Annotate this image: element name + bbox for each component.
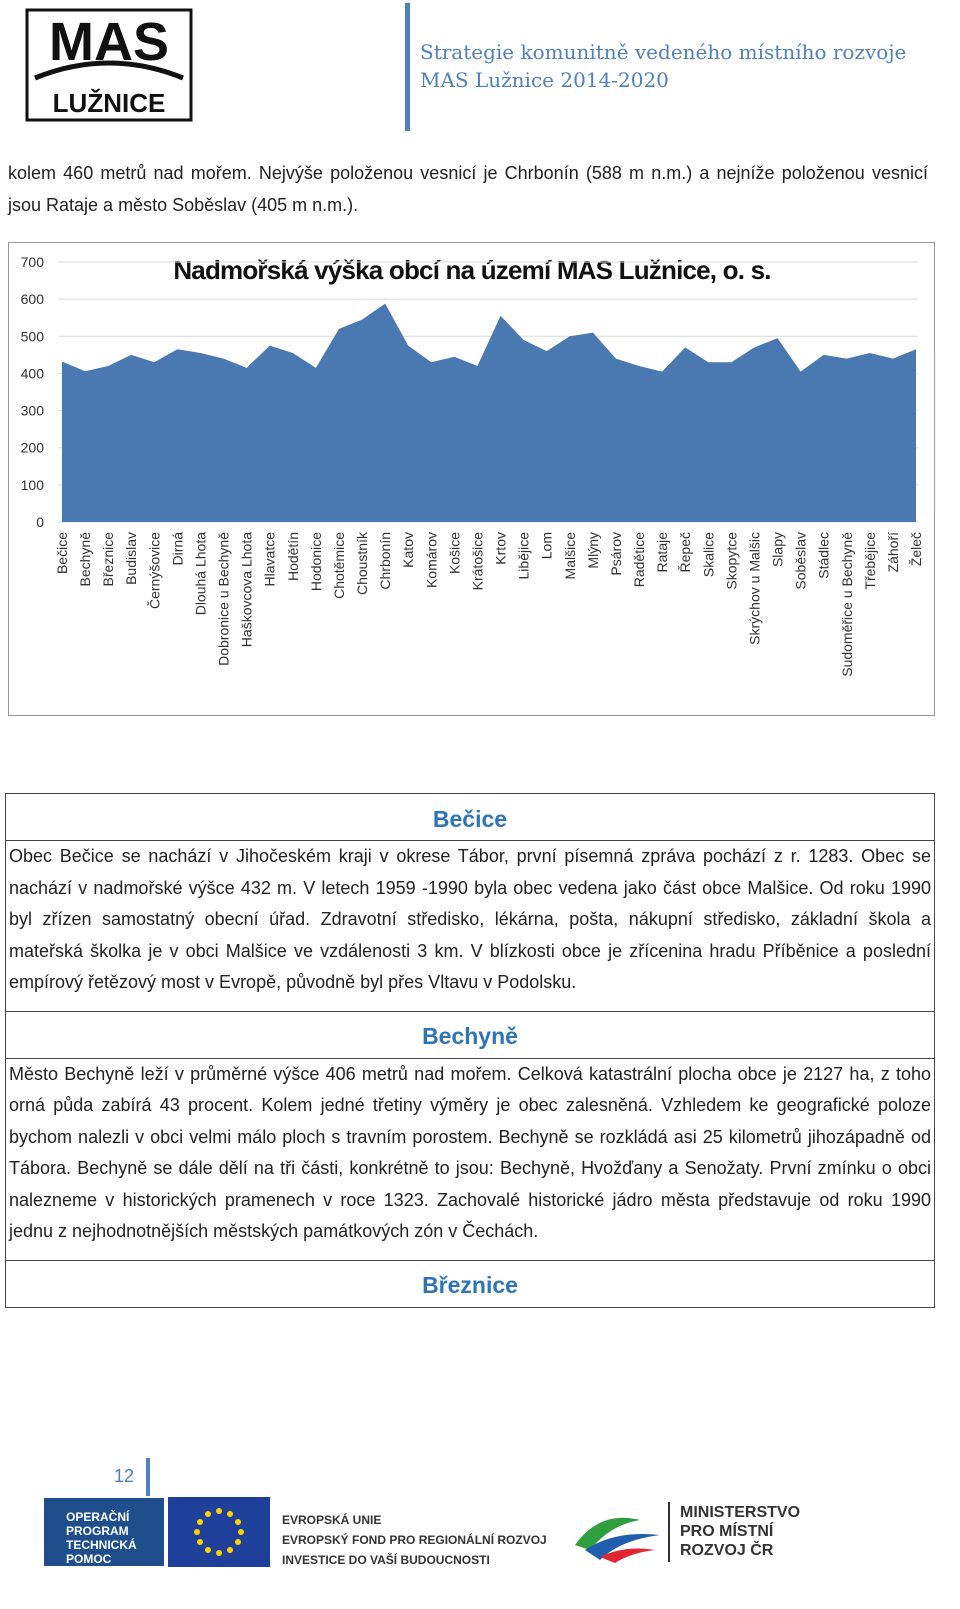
x-tick-label: Dobronice u Bechyně: [216, 532, 232, 666]
eu-line: INVESTICE DO VAŠÍ BUDOUCNOSTI: [282, 1553, 490, 1567]
x-tick-label: Krtov: [493, 532, 509, 565]
x-tick-label: Záhoří: [885, 532, 901, 573]
mmr-line: ROZVOJ ČR: [680, 1542, 774, 1559]
y-tick-label: 700: [21, 254, 45, 270]
y-tick-label: 600: [21, 291, 45, 307]
eu-flag: [168, 1497, 270, 1567]
x-tick-label: Řepeč: [677, 532, 693, 572]
optp-line: OPERAČNÍ: [66, 1510, 130, 1524]
page-number: 12: [114, 1466, 135, 1486]
x-tick-label: Komárov: [423, 532, 439, 588]
x-tick-label: Katov: [400, 532, 416, 568]
x-tick-label: Hodonice: [308, 532, 324, 591]
x-tick-label: Soběslav: [793, 532, 809, 590]
logo-swoosh: [575, 1517, 640, 1550]
section-title: Bečice: [5, 793, 935, 841]
optp-logo: OPERAČNÍ PROGRAM TECHNICKÁ POMOC: [66, 1510, 137, 1566]
chart-title: Nadmořská výška obcí na území MAS Lužnic…: [173, 255, 770, 285]
x-tick-label: Slapy: [770, 532, 786, 567]
y-tick-label: 500: [21, 328, 45, 344]
x-tick-label: Březnice: [100, 532, 116, 587]
x-tick-label: Skrýchov u Malšic: [746, 532, 762, 645]
cr-logo: [575, 1517, 660, 1563]
optp-line: PROGRAM: [66, 1524, 129, 1538]
x-tick-label: Hlavatce: [262, 532, 278, 587]
section-title: Březnice: [5, 1259, 935, 1308]
x-tick-label: Skopytce: [723, 532, 739, 590]
x-tick-label: Mlýny: [585, 532, 601, 569]
section-text-row: Město Bechyně leží v průměrné výšce 406 …: [5, 1057, 935, 1261]
mmr-bar: [668, 1502, 670, 1562]
optp-line: TECHNICKÁ: [66, 1538, 137, 1552]
x-tick-label: Chrbonín: [377, 532, 393, 590]
x-tick-label: Psárov: [608, 532, 624, 576]
x-tick-label: Rataje: [654, 532, 670, 573]
eu-line: EVROPSKÝ FOND PRO REGIONÁLNÍ ROZVOJ: [282, 1533, 547, 1547]
sections-table: Bečice Obec Bečice se nachází v Jihočeské…: [5, 793, 935, 1308]
x-tick-label: Stádlec: [816, 532, 832, 579]
x-tick-label: Sudoměřice u Bechyně: [839, 532, 855, 677]
section-text-row: Obec Bečice se nachází v Jihočeském kraj…: [5, 840, 935, 1012]
x-tick-label: Bechyně: [77, 532, 93, 587]
header-title: Strategie komunitně vedeného místního ro…: [420, 38, 906, 94]
x-tick-label: Haškovcova Lhota: [239, 532, 255, 647]
section-title-row: Bečice: [5, 793, 935, 841]
x-tick-label: Hodětín: [285, 532, 301, 581]
x-tick-label: Skalice: [700, 532, 716, 577]
logo-swoosh: [600, 1548, 655, 1563]
mmr-text: MINISTERSTVO PRO MÍSTNÍ ROZVOJ ČR: [680, 1503, 800, 1560]
section-text: Město Bechyně leží v průměrné výšce 406 …: [5, 1057, 935, 1261]
section-title-row: Bechyně: [5, 1010, 935, 1059]
x-tick-label: Libějice: [516, 532, 532, 580]
section-text: Obec Bečice se nachází v Jihočeském kraj…: [5, 840, 935, 1012]
x-tick-label: Dirná: [169, 532, 185, 566]
header-line: Strategie komunitně vedeného místního ro…: [420, 40, 907, 64]
flag-field: [168, 1497, 270, 1567]
x-tick-label: Krátošice: [469, 532, 485, 591]
optp-line: POMOC: [66, 1552, 112, 1566]
logo-luznice: LUŽNICE: [53, 88, 166, 118]
optp-logo-bg: [44, 1498, 164, 1566]
x-tick-label: Malšice: [562, 532, 578, 580]
mmr-line: MINISTERSTVO: [680, 1504, 801, 1521]
eu-line: EVROPSKÁ UNIE: [282, 1513, 382, 1527]
x-tick-label: Dlouhá Lhota: [192, 532, 208, 616]
x-tick-label: Třebějice: [862, 532, 878, 590]
section-title: Bechyně: [5, 1010, 935, 1059]
flag-stars: [194, 1508, 244, 1556]
header-bar: [405, 3, 410, 131]
x-tick-label: Chotěmice: [331, 532, 347, 599]
x-tick-label: Želeč: [908, 532, 924, 566]
mmr-line: PRO MÍSTNÍ: [680, 1523, 774, 1540]
y-tick-label: 0: [36, 514, 44, 530]
chart: Nadmořská výška obcí na území MAS Lužnic…: [8, 242, 935, 716]
x-tick-label: Košice: [446, 532, 462, 574]
x-tick-label: Budislav: [123, 532, 139, 585]
sections-body: Bečice Obec Bečice se nachází v Jihočeské…: [5, 793, 935, 1308]
x-tick-label: Lom: [539, 532, 555, 559]
eu-text: EVROPSKÁ UNIE EVROPSKÝ FOND PRO REGIONÁL…: [282, 1510, 547, 1570]
logo-swoosh: [585, 1534, 660, 1560]
y-tick-label: 100: [21, 477, 45, 493]
y-tick-label: 400: [21, 365, 45, 381]
y-tick-label: 200: [21, 440, 45, 456]
mas-logo: MAS LUŽNICE: [25, 8, 193, 122]
intro-paragraph: kolem 460 metrů nad mořem. Nejvýše polož…: [8, 163, 928, 215]
section-title-row: Březnice: [5, 1259, 935, 1308]
x-tick-label: Bečice: [54, 532, 70, 574]
area: [62, 303, 916, 522]
x-tick-label: Choustník: [354, 531, 370, 595]
logo-bridge: [34, 60, 184, 81]
header-line: MAS Lužnice 2014-2020: [420, 68, 669, 92]
page-number-bar: [146, 1458, 150, 1496]
x-tick-label: Radětice: [631, 532, 647, 587]
x-tick-label: Černýšovice: [146, 532, 162, 609]
y-tick-label: 300: [21, 403, 45, 419]
